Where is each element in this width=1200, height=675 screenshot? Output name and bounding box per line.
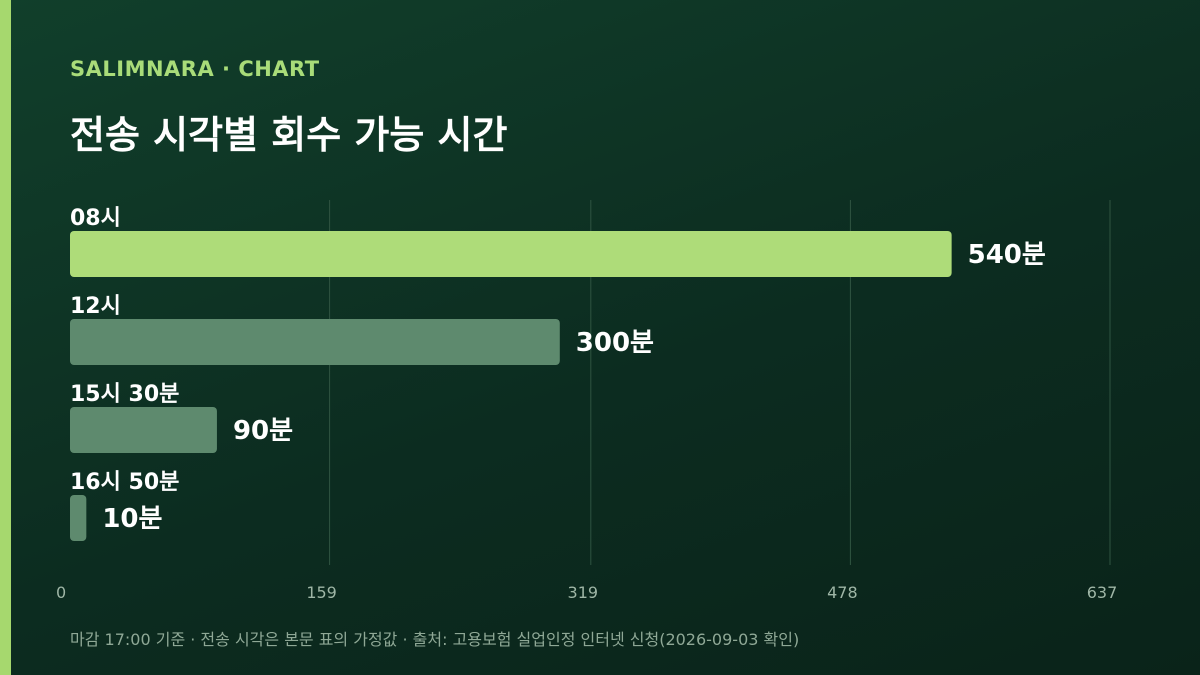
category-label: 16시 50분 bbox=[70, 470, 179, 495]
x-tick-label: 159 bbox=[306, 583, 337, 602]
chart-title: 전송 시각별 회수 가능 시간 bbox=[70, 113, 508, 157]
category-label: 15시 30분 bbox=[70, 382, 179, 407]
bar bbox=[70, 319, 560, 365]
bar bbox=[70, 495, 87, 541]
x-tick-label: 0 bbox=[56, 583, 66, 602]
category-label: 12시 bbox=[70, 294, 121, 319]
brand-label: SALIMNARA · CHART bbox=[70, 57, 320, 81]
x-tick-label: 478 bbox=[827, 583, 858, 602]
data-label: 300분 bbox=[576, 328, 654, 358]
category-label: 08시 bbox=[70, 206, 121, 231]
data-label: 90분 bbox=[233, 416, 293, 446]
accent-bar bbox=[0, 0, 11, 675]
x-tick-label: 319 bbox=[568, 583, 599, 602]
data-label: 540분 bbox=[968, 240, 1046, 270]
bars: 08시 540분 12시 300분 15시 30분 90분 16시 50분 10분 bbox=[70, 206, 1046, 541]
bar bbox=[70, 231, 952, 277]
x-axis-ticks: 0 159 319 478 637 bbox=[56, 583, 1117, 602]
bar bbox=[70, 407, 217, 453]
data-label: 10분 bbox=[102, 504, 162, 534]
footer-note: 마감 17:00 기준 · 전송 시각은 본문 표의 가정값 · 출처: 고용보… bbox=[70, 630, 800, 649]
x-tick-label: 637 bbox=[1087, 583, 1118, 602]
